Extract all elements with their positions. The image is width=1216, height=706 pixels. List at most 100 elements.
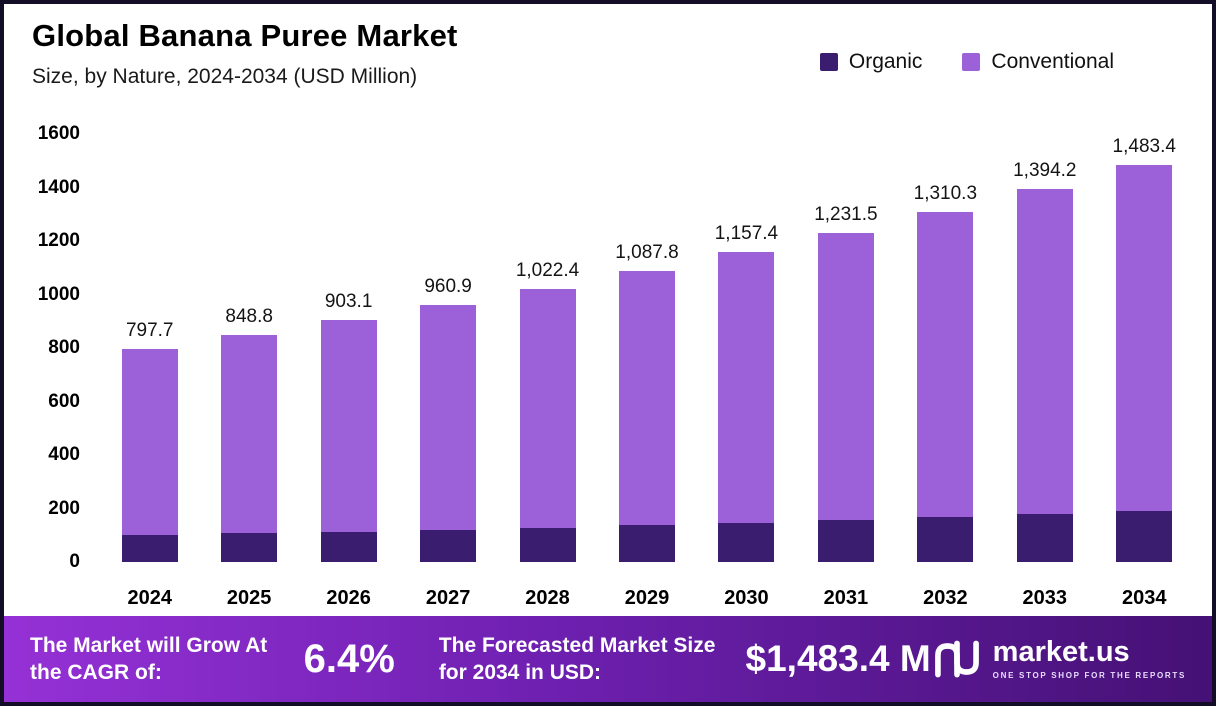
stacked-bar bbox=[221, 334, 278, 562]
forecast-value: $1,483.4 M bbox=[745, 638, 931, 679]
stacked-bar bbox=[1116, 165, 1173, 562]
chart-title: Global Banana Puree Market bbox=[32, 18, 458, 53]
stacked-bar bbox=[121, 348, 178, 562]
stacked-bar bbox=[817, 232, 874, 562]
organic-bar-segment bbox=[519, 527, 576, 562]
bar-value-label: 1,157.4 bbox=[714, 223, 779, 245]
conventional-bar-segment bbox=[320, 320, 377, 532]
x-axis-year-label: 2031 bbox=[823, 587, 869, 609]
organic-bar-segment bbox=[718, 522, 775, 562]
bar-column: 848.8 bbox=[199, 134, 298, 562]
organic-bar-segment bbox=[420, 529, 477, 562]
x-axis-year-label: 2025 bbox=[226, 587, 272, 609]
y-tick-label: 600 bbox=[48, 390, 80, 412]
conventional-swatch bbox=[962, 53, 981, 71]
plot-area: 797.7 848.8 903.1 960.9 1,022.4 1,087.8 1,157.… bbox=[100, 134, 1194, 562]
bar-chart: 0 200 400 600 800 1000 1200 1400 1600 797.7 848.8… bbox=[4, 116, 1212, 616]
organic-bar-segment bbox=[121, 535, 178, 562]
bar-column: 1,022.4 bbox=[498, 134, 597, 562]
legend: Organic Conventional bbox=[819, 50, 1114, 74]
conventional-bar-segment bbox=[917, 211, 974, 518]
stacked-bar bbox=[718, 252, 775, 562]
organic-bar-segment bbox=[917, 517, 974, 562]
marketus-logo-icon bbox=[934, 640, 979, 678]
x-axis-year-label: 2029 bbox=[624, 587, 670, 609]
x-axis-year-label: 2028 bbox=[525, 587, 570, 609]
x-axis-year-label: 2032 bbox=[923, 587, 968, 609]
footer-banner: The Market will Grow At the CAGR of: 6.4… bbox=[4, 616, 1212, 702]
organic-bar-segment bbox=[320, 531, 377, 562]
x-axis-year-label: 2034 bbox=[1122, 587, 1167, 609]
bar-value-label: 1,022.4 bbox=[515, 259, 580, 281]
cagr-label: The Market will Grow At the CAGR of: bbox=[30, 633, 268, 684]
brand-tagline: ONE STOP SHOP FOR THE REPORTS bbox=[992, 671, 1186, 680]
bar-column: 1,310.3 bbox=[896, 134, 995, 562]
x-axis-year-label: 2030 bbox=[724, 587, 769, 609]
bar-value-label: 1,394.2 bbox=[1013, 160, 1077, 182]
conventional-bar-segment bbox=[519, 288, 576, 528]
stacked-bar bbox=[320, 320, 377, 562]
conventional-bar-segment bbox=[1116, 165, 1173, 512]
bar-value-label: 797.7 bbox=[125, 319, 174, 341]
bar-value-label: 903.1 bbox=[324, 291, 373, 313]
bar-column: 1,087.8 bbox=[597, 134, 696, 562]
conventional-bar-segment bbox=[121, 348, 178, 536]
y-tick-label: 1000 bbox=[37, 283, 80, 305]
stacked-bar bbox=[618, 271, 675, 562]
y-tick-label: 0 bbox=[69, 551, 80, 572]
bar-column: 960.9 bbox=[398, 134, 497, 562]
organic-bar-segment bbox=[221, 533, 278, 562]
legend-item-conventional: Conventional bbox=[962, 50, 1114, 74]
legend-label-organic: Organic bbox=[848, 50, 923, 73]
stacked-bar bbox=[519, 288, 576, 562]
bar-column: 1,157.4 bbox=[697, 134, 796, 562]
y-tick-label: 1600 bbox=[37, 123, 80, 144]
legend-label-conventional: Conventional bbox=[991, 50, 1114, 73]
bar-column: 1,231.5 bbox=[796, 134, 895, 562]
bar-value-label: 1,310.3 bbox=[913, 182, 978, 204]
y-tick-label: 400 bbox=[48, 444, 80, 465]
conventional-bar-segment bbox=[420, 304, 477, 530]
forecast-label: The Forecasted Market Size for 2034 in U… bbox=[438, 633, 716, 684]
bar-value-label: 960.9 bbox=[424, 275, 472, 297]
y-tick-label: 1200 bbox=[37, 230, 80, 251]
bar-value-label: 848.8 bbox=[225, 305, 273, 327]
bar-value-label: 1,231.5 bbox=[814, 203, 878, 225]
bar-column: 797.7 bbox=[100, 134, 199, 562]
y-tick-label: 800 bbox=[48, 337, 80, 358]
legend-item-organic: Organic bbox=[819, 50, 923, 74]
stacked-bar bbox=[1016, 189, 1073, 562]
conventional-bar-segment bbox=[718, 252, 775, 523]
brand-text: market.us ONE STOP SHOP FOR THE REPORTS bbox=[992, 636, 1186, 681]
organic-bar-segment bbox=[618, 525, 675, 562]
x-axis-year-label: 2026 bbox=[326, 587, 371, 609]
bar-column: 903.1 bbox=[299, 134, 398, 562]
x-axis-year-label: 2033 bbox=[1022, 587, 1068, 609]
chart-header: Global Banana Puree Market Size, by Natu… bbox=[32, 18, 458, 89]
stacked-bar bbox=[917, 211, 974, 562]
chart-subtitle: Size, by Nature, 2024-2034 (USD Million) bbox=[32, 65, 418, 88]
y-tick-label: 200 bbox=[48, 497, 80, 519]
x-axis-year-label: 2024 bbox=[127, 587, 172, 609]
conventional-bar-segment bbox=[1016, 189, 1073, 515]
x-axis: 2024 2025 2026 2027 2028 2029 2030 2031 2032 2033… bbox=[100, 587, 1194, 610]
y-tick-label: 1400 bbox=[37, 176, 80, 198]
bar-column: 1,483.4 bbox=[1095, 134, 1194, 562]
stacked-bar bbox=[420, 304, 477, 562]
organic-swatch bbox=[819, 53, 838, 71]
y-axis: 0 200 400 600 800 1000 1200 1400 1600 bbox=[4, 123, 80, 572]
brand-name: market.us bbox=[992, 636, 1130, 668]
bar-column: 1,394.2 bbox=[995, 134, 1094, 562]
cagr-value: 6.4% bbox=[303, 636, 395, 681]
organic-bar-segment bbox=[817, 520, 874, 562]
conventional-bar-segment bbox=[618, 271, 675, 526]
bar-value-label: 1,087.8 bbox=[615, 242, 679, 264]
organic-bar-segment bbox=[1016, 514, 1073, 562]
bar-value-label: 1,483.4 bbox=[1112, 136, 1176, 158]
organic-bar-segment bbox=[1116, 511, 1173, 562]
marketus-logo: market.us ONE STOP SHOP FOR THE REPORTS bbox=[931, 637, 1186, 681]
conventional-bar-segment bbox=[221, 334, 278, 534]
x-axis-year-label: 2027 bbox=[425, 587, 471, 609]
conventional-bar-segment bbox=[817, 232, 874, 520]
